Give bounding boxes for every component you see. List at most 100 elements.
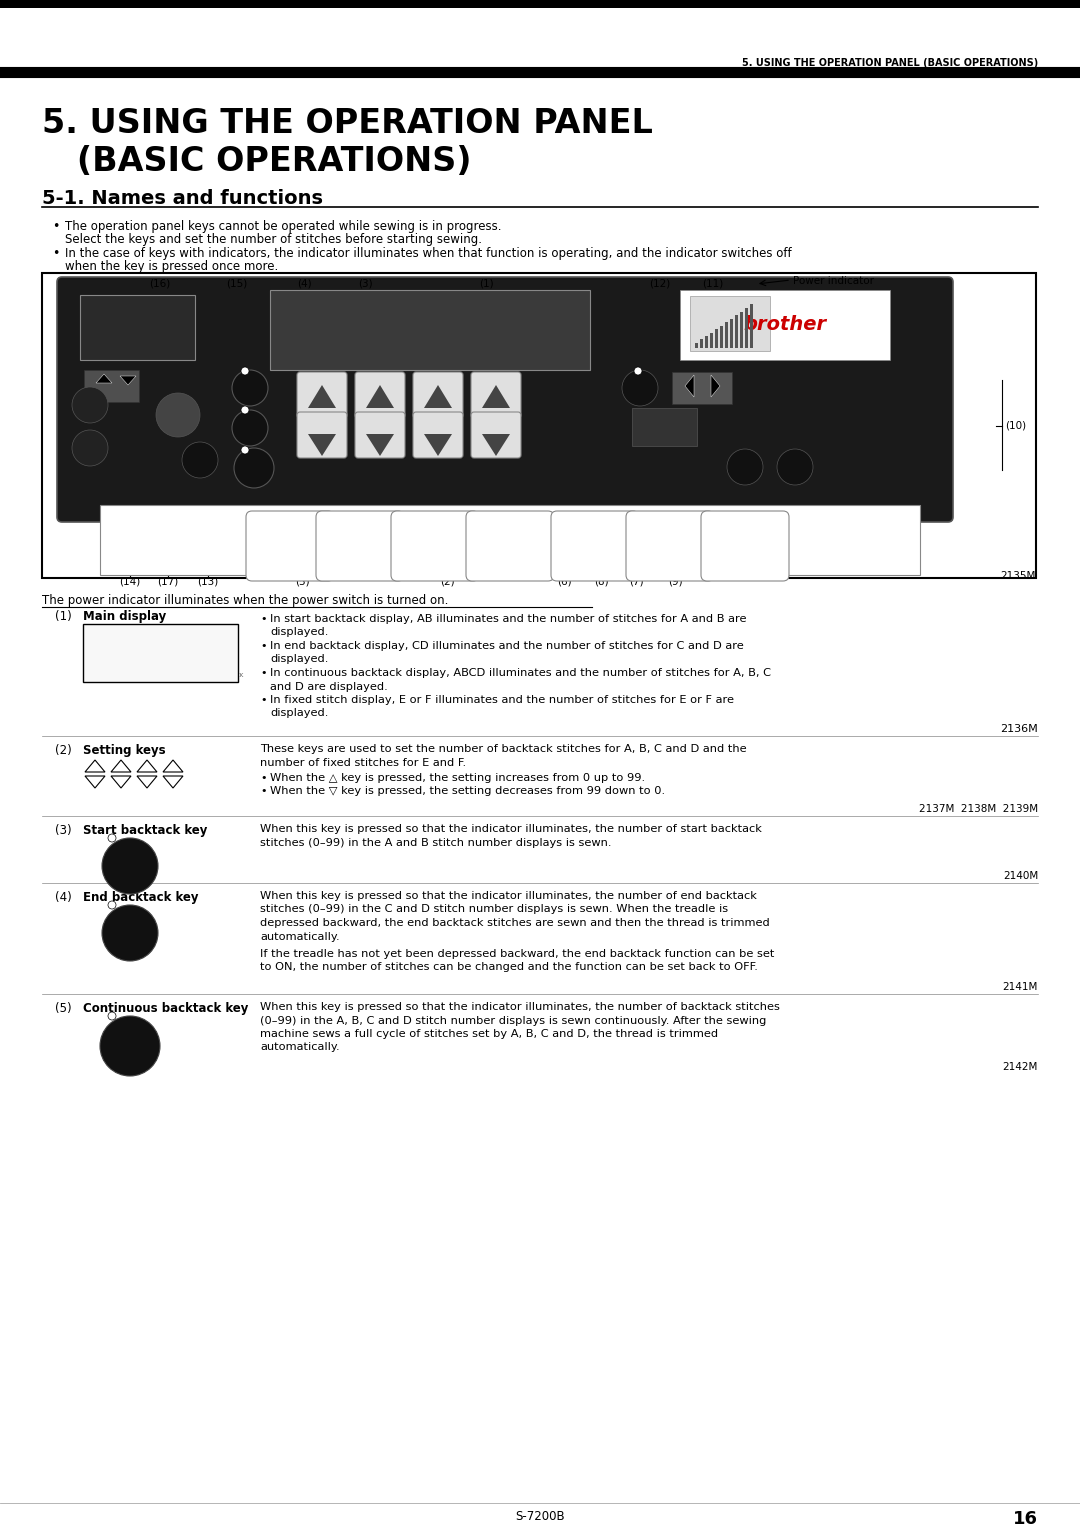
Text: ▊█▎: ▊█▎ xyxy=(114,298,150,321)
Circle shape xyxy=(241,367,249,374)
Text: Setting keys: Setting keys xyxy=(83,744,165,756)
Text: 8: 8 xyxy=(195,646,207,665)
Circle shape xyxy=(232,410,268,446)
Bar xyxy=(672,371,732,403)
Text: •: • xyxy=(260,668,267,678)
Text: C: C xyxy=(118,926,127,940)
Text: In start backtack display, AB illuminates and the number of stitches for A and B: In start backtack display, AB illuminate… xyxy=(270,614,746,623)
FancyBboxPatch shape xyxy=(297,371,347,419)
Text: automatically.: automatically. xyxy=(260,1042,339,1053)
Text: brother: brother xyxy=(743,315,826,335)
Text: automatically.: automatically. xyxy=(260,932,339,941)
Text: (4): (4) xyxy=(297,278,311,287)
Bar xyxy=(0,0,1080,8)
Bar xyxy=(700,339,703,348)
Circle shape xyxy=(102,837,158,894)
Polygon shape xyxy=(366,385,394,408)
Text: (8): (8) xyxy=(594,578,608,587)
Polygon shape xyxy=(711,374,720,397)
Bar xyxy=(42,274,1036,578)
Text: →: → xyxy=(141,932,150,941)
Text: depressed backward, the end backtack stitches are sewn and then the thread is tr: depressed backward, the end backtack sti… xyxy=(260,918,770,927)
Text: Main display: Main display xyxy=(83,610,166,623)
FancyBboxPatch shape xyxy=(413,371,463,419)
Text: (4): (4) xyxy=(55,891,71,905)
Text: When this key is pressed so that the indicator illuminates, the number of backta: When this key is pressed so that the ind… xyxy=(260,1002,780,1012)
Text: ABCD: ABCD xyxy=(238,463,261,472)
Text: (2): (2) xyxy=(55,744,71,756)
Polygon shape xyxy=(120,376,136,385)
Bar xyxy=(705,336,708,348)
Text: 2140M: 2140M xyxy=(1002,871,1038,882)
Polygon shape xyxy=(111,759,131,772)
Circle shape xyxy=(634,367,642,374)
Circle shape xyxy=(72,387,108,423)
Polygon shape xyxy=(424,385,453,408)
FancyBboxPatch shape xyxy=(626,510,714,581)
Polygon shape xyxy=(366,434,394,455)
Text: •: • xyxy=(260,695,267,704)
Text: C: C xyxy=(355,296,363,306)
Bar xyxy=(696,342,698,348)
Text: B: B xyxy=(315,296,323,306)
Text: (12): (12) xyxy=(649,278,671,287)
Circle shape xyxy=(108,1012,116,1021)
FancyBboxPatch shape xyxy=(551,510,639,581)
Text: Continuous backtack key: Continuous backtack key xyxy=(83,1002,248,1015)
Text: F: F xyxy=(305,299,309,306)
Text: 8: 8 xyxy=(178,646,189,665)
Text: 8: 8 xyxy=(124,646,135,665)
Text: 2136M: 2136M xyxy=(1000,724,1038,733)
Text: stitches (0–99) in the A and B stitch number displays is sewn.: stitches (0–99) in the A and B stitch nu… xyxy=(260,837,611,848)
Polygon shape xyxy=(85,759,105,772)
Text: (5): (5) xyxy=(55,1002,71,1015)
Text: displayed.: displayed. xyxy=(270,628,328,637)
Text: 8: 8 xyxy=(87,646,99,665)
Text: B: B xyxy=(252,379,259,390)
Text: •: • xyxy=(260,773,267,782)
Text: When the △ key is pressed, the setting increases from 0 up to 99.: When the △ key is pressed, the setting i… xyxy=(270,773,645,782)
Text: (6): (6) xyxy=(556,578,571,587)
Text: 8: 8 xyxy=(434,313,447,333)
Text: 5-1. Names and functions: 5-1. Names and functions xyxy=(42,189,323,208)
Text: D: D xyxy=(375,296,383,306)
Bar xyxy=(725,322,728,348)
FancyBboxPatch shape xyxy=(246,510,334,581)
Polygon shape xyxy=(163,776,183,788)
Text: ▲▼: ▲▼ xyxy=(122,1048,133,1054)
Text: (BASIC OPERATIONS): (BASIC OPERATIONS) xyxy=(42,145,472,177)
Polygon shape xyxy=(137,759,157,772)
Text: ▊█▎: ▊█▎ xyxy=(87,298,123,321)
Circle shape xyxy=(72,429,108,466)
Text: (11): (11) xyxy=(702,278,724,287)
Circle shape xyxy=(777,449,813,484)
Text: 8: 8 xyxy=(472,313,485,333)
Circle shape xyxy=(156,393,200,437)
Text: F: F xyxy=(99,631,103,637)
Text: 8: 8 xyxy=(214,646,225,665)
Text: 8: 8 xyxy=(357,313,372,333)
Text: machine sews a full cycle of stitches set by A, B, C and D, the thread is trimme: machine sews a full cycle of stitches se… xyxy=(260,1028,718,1039)
FancyBboxPatch shape xyxy=(355,413,405,458)
Text: •: • xyxy=(260,614,267,623)
Text: ✂: ✂ xyxy=(194,452,205,468)
Polygon shape xyxy=(111,776,131,788)
Text: ✂: ✂ xyxy=(740,460,752,474)
Bar xyxy=(84,370,139,402)
Text: B: B xyxy=(107,628,114,639)
Polygon shape xyxy=(482,434,510,455)
Text: When the ▽ key is pressed, the setting decreases from 99 down to 0.: When the ▽ key is pressed, the setting d… xyxy=(270,787,665,796)
Text: 5. USING THE OPERATION PANEL: 5. USING THE OPERATION PANEL xyxy=(42,107,653,141)
Text: In continuous backtack display, ABCD illuminates and the number of stitches for : In continuous backtack display, ABCD ill… xyxy=(270,668,771,678)
Text: D: D xyxy=(133,926,144,940)
Bar xyxy=(730,318,733,348)
Text: E: E xyxy=(141,631,146,637)
Bar xyxy=(720,325,723,348)
Circle shape xyxy=(622,370,658,406)
Polygon shape xyxy=(308,434,336,455)
Text: C: C xyxy=(132,628,139,639)
Text: End backtack key: End backtack key xyxy=(83,891,199,905)
Bar xyxy=(715,329,718,348)
Polygon shape xyxy=(96,374,112,384)
Bar xyxy=(745,309,748,348)
